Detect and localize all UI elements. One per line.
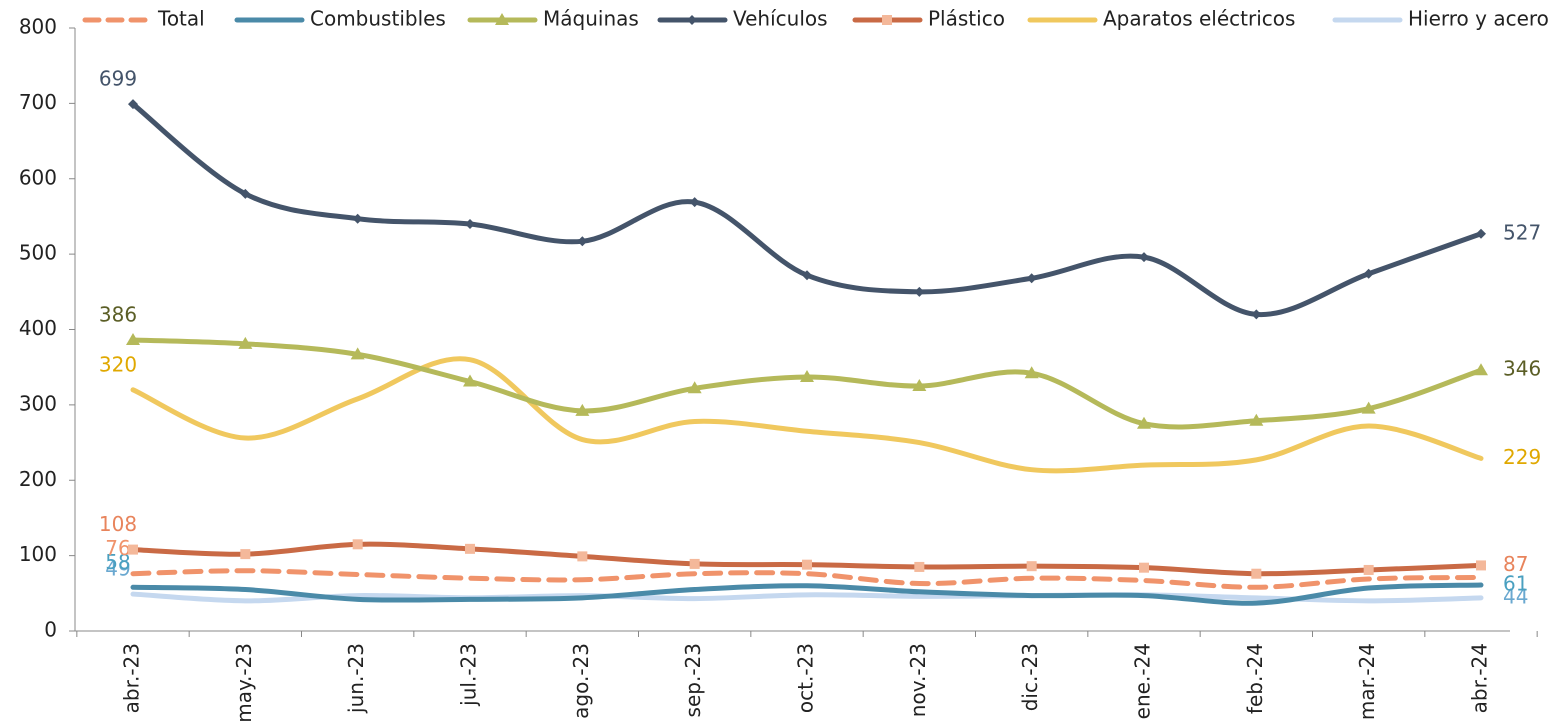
x-tick-label: dic.-23 bbox=[1018, 643, 1042, 711]
y-tick-label: 100 bbox=[19, 542, 57, 566]
x-tick-label: nov.-23 bbox=[906, 643, 930, 717]
legend-label: Total bbox=[157, 7, 205, 31]
marker bbox=[463, 374, 477, 387]
legend-label: Combustibles bbox=[310, 7, 446, 31]
series-line bbox=[130, 568, 1484, 590]
marker bbox=[1251, 568, 1262, 579]
marker bbox=[687, 381, 702, 394]
marker bbox=[1363, 268, 1374, 279]
marker bbox=[350, 347, 365, 360]
x-tick-label: jul.-23 bbox=[457, 643, 481, 707]
marker bbox=[1026, 273, 1037, 284]
y-tick-label: 500 bbox=[19, 241, 57, 265]
data-label: 108 bbox=[99, 512, 137, 536]
marker bbox=[575, 403, 590, 416]
legend-label: Máquinas bbox=[543, 7, 639, 31]
y-tick-label: 300 bbox=[19, 391, 57, 415]
legend-marker bbox=[687, 15, 697, 25]
marker bbox=[126, 333, 140, 346]
marker bbox=[1249, 413, 1264, 426]
marker bbox=[1024, 366, 1039, 379]
series-line bbox=[130, 582, 1484, 606]
marker bbox=[1251, 309, 1262, 320]
x-tick-label: oct.-23 bbox=[794, 643, 818, 713]
y-tick-label: 700 bbox=[19, 90, 57, 114]
x-tick-label: sep.-23 bbox=[681, 643, 705, 717]
marker bbox=[1137, 416, 1151, 429]
data-label: 346 bbox=[1503, 357, 1541, 381]
data-label: 320 bbox=[99, 352, 137, 376]
series-line bbox=[130, 101, 1484, 317]
legend-marker bbox=[495, 13, 509, 25]
data-label: 699 bbox=[99, 67, 137, 91]
marker bbox=[802, 559, 812, 570]
series-line bbox=[130, 356, 1484, 474]
marker bbox=[1361, 401, 1376, 414]
marker bbox=[912, 379, 927, 392]
x-tick-label: jun.-23 bbox=[344, 643, 368, 714]
y-tick-label: 200 bbox=[19, 467, 57, 491]
x-tick-label: ago.-23 bbox=[569, 643, 593, 719]
marker bbox=[689, 558, 700, 569]
x-tick-label: mar.-24 bbox=[1355, 643, 1379, 720]
legend-label: Aparatos eléctricos bbox=[1103, 7, 1295, 31]
legend-label: Plástico bbox=[928, 7, 1005, 31]
data-label: 229 bbox=[1503, 445, 1541, 469]
series-line bbox=[130, 591, 1484, 604]
marker bbox=[577, 236, 588, 247]
data-label: 58 bbox=[105, 550, 130, 574]
y-tick-label: 600 bbox=[19, 165, 57, 189]
legend-marker bbox=[882, 15, 892, 25]
y-tick-label: 0 bbox=[44, 618, 57, 642]
marker bbox=[577, 551, 588, 562]
data-label: 76 bbox=[105, 536, 130, 560]
marker bbox=[1026, 561, 1037, 572]
marker bbox=[240, 549, 251, 560]
marker bbox=[802, 270, 812, 281]
y-tick-label: 800 bbox=[19, 15, 57, 39]
x-tick-label: abr.-24 bbox=[1468, 643, 1492, 713]
data-label: 49 bbox=[105, 557, 130, 581]
data-label: 527 bbox=[1503, 220, 1541, 244]
marker bbox=[240, 188, 251, 199]
legend-label: Hierro y acero bbox=[1408, 7, 1549, 31]
marker bbox=[914, 561, 925, 572]
marker bbox=[1139, 562, 1149, 573]
marker bbox=[128, 544, 138, 555]
marker bbox=[352, 213, 363, 224]
data-label: 87 bbox=[1503, 552, 1528, 576]
marker bbox=[238, 336, 253, 349]
marker bbox=[465, 543, 475, 554]
x-tick-label: ene.-24 bbox=[1131, 643, 1155, 719]
marker bbox=[800, 369, 814, 382]
data-label: 61 bbox=[1503, 572, 1528, 596]
data-label: 44 bbox=[1503, 584, 1528, 608]
marker bbox=[1476, 228, 1486, 239]
marker bbox=[128, 99, 138, 110]
marker bbox=[1474, 363, 1488, 376]
series-line bbox=[130, 337, 1484, 430]
marker bbox=[1139, 252, 1149, 263]
marker bbox=[465, 218, 475, 229]
marker bbox=[352, 539, 363, 550]
legend-label: Vehículos bbox=[733, 7, 828, 31]
marker bbox=[1476, 560, 1486, 571]
y-tick-label: 400 bbox=[19, 316, 57, 340]
data-label: 386 bbox=[99, 303, 137, 327]
marker bbox=[689, 197, 700, 208]
x-tick-label: abr.-23 bbox=[120, 643, 144, 713]
marker bbox=[1363, 564, 1374, 575]
marker bbox=[914, 286, 925, 297]
x-tick-label: feb.-24 bbox=[1243, 643, 1267, 714]
x-tick-label: may.-23 bbox=[232, 643, 256, 723]
